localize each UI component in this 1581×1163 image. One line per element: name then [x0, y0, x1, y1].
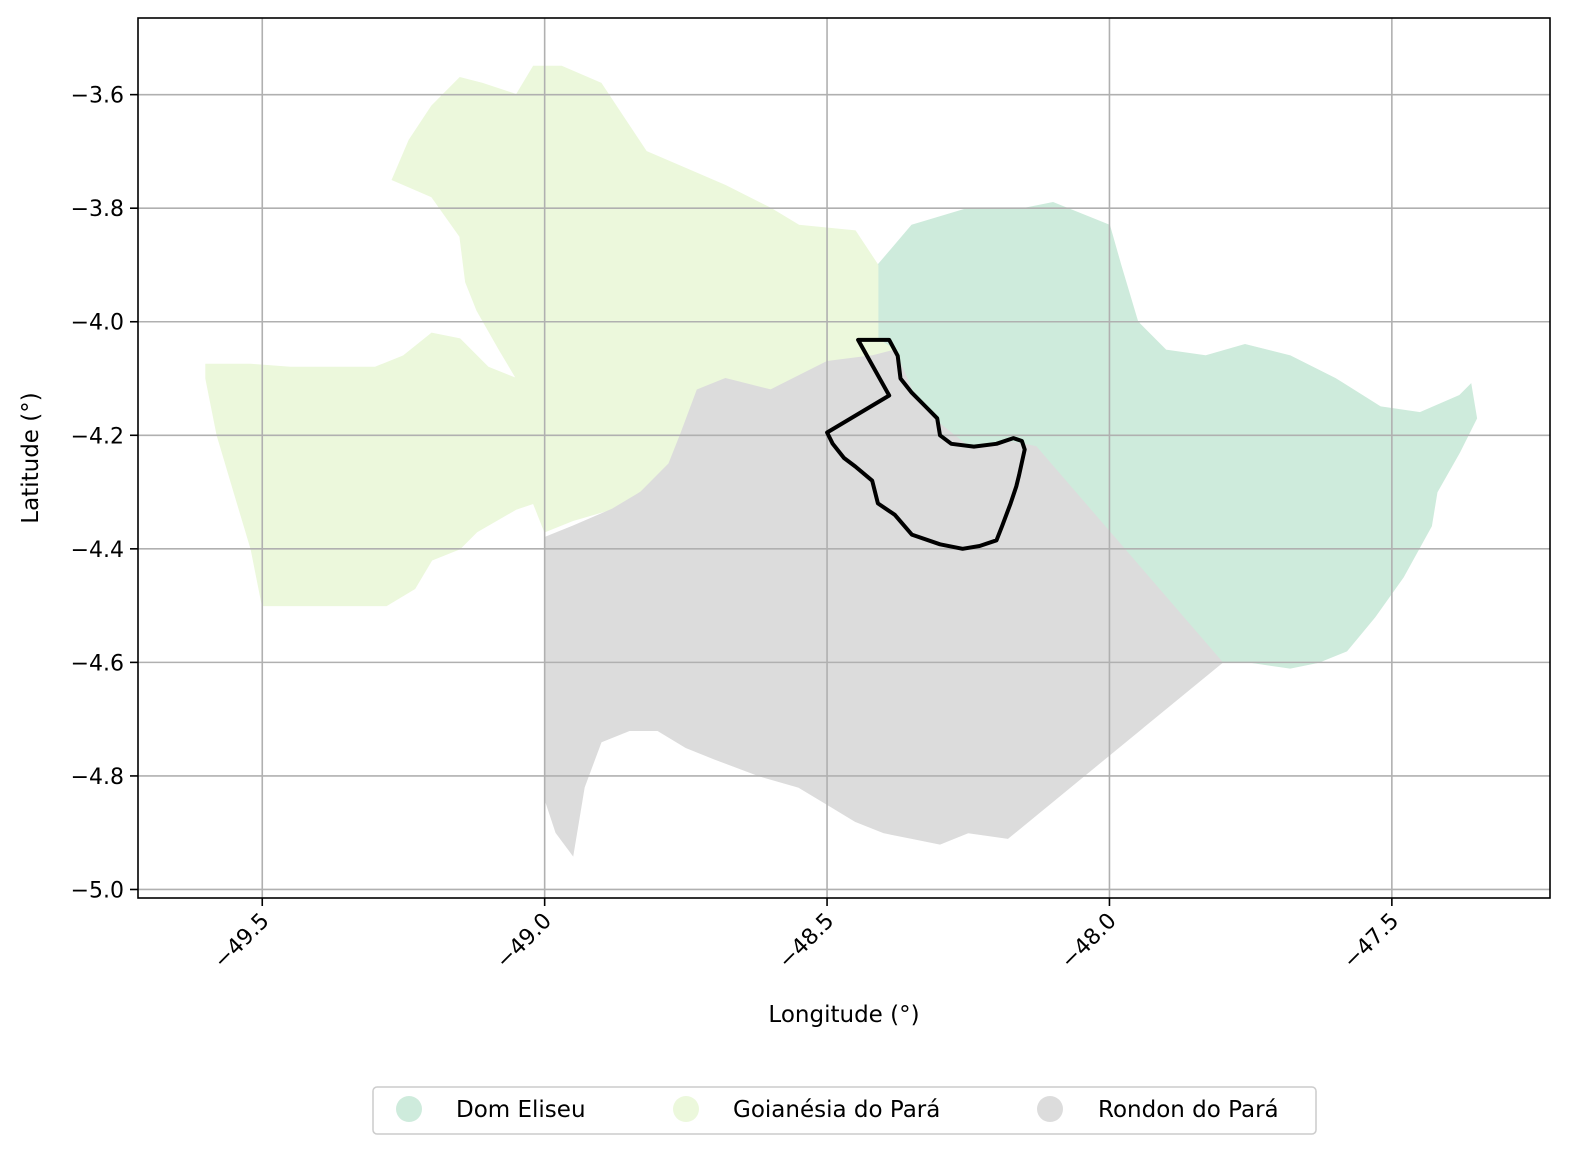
x-tick-label: −48.0	[1056, 909, 1121, 974]
legend-label-rondon-do-para: Rondon do Pará	[1098, 1097, 1279, 1123]
x-tick-label: −48.5	[774, 909, 839, 974]
y-tick-label: −4.8	[71, 765, 124, 790]
y-tick-label: −4.2	[71, 424, 124, 449]
x-tick-label: −49.5	[209, 909, 274, 974]
x-tick-label: −47.5	[1339, 909, 1404, 974]
y-tick-label: −3.8	[71, 197, 124, 222]
y-axis-label: Latitude (°)	[18, 392, 44, 523]
legend-frame	[372, 1086, 1317, 1135]
legend-marker-rondon-do-para	[1037, 1096, 1063, 1122]
y-tick-label: −4.4	[71, 538, 124, 563]
y-tick-label: −4.6	[71, 651, 124, 676]
outlined-area-boundary	[825, 337, 1027, 551]
legend-marker-goianesia-do-para	[673, 1096, 699, 1122]
y-tick-label: −3.6	[71, 84, 124, 109]
legend-marker-dom-eliseu	[396, 1096, 422, 1122]
outline-layer	[825, 337, 1027, 551]
grid-layer	[138, 18, 1550, 898]
region-goianesia-do-para	[205, 65, 897, 607]
x-tick-label: −49.0	[492, 909, 557, 974]
y-tick-label: −4.0	[71, 311, 124, 336]
legend-label-dom-eliseu: Dom Eliseu	[456, 1097, 586, 1123]
plot-frame	[137, 17, 1551, 899]
legend-label-goianesia-do-para: Goianésia do Pará	[733, 1097, 940, 1123]
legend: Dom Eliseu Goianésia do Pará Rondon do P…	[372, 1086, 1317, 1135]
y-tick-label: −5.0	[71, 878, 124, 903]
region-rondon-do-para	[544, 349, 1224, 857]
regions-layer	[205, 65, 1478, 857]
x-axis-label: Longitude (°)	[768, 1002, 919, 1028]
